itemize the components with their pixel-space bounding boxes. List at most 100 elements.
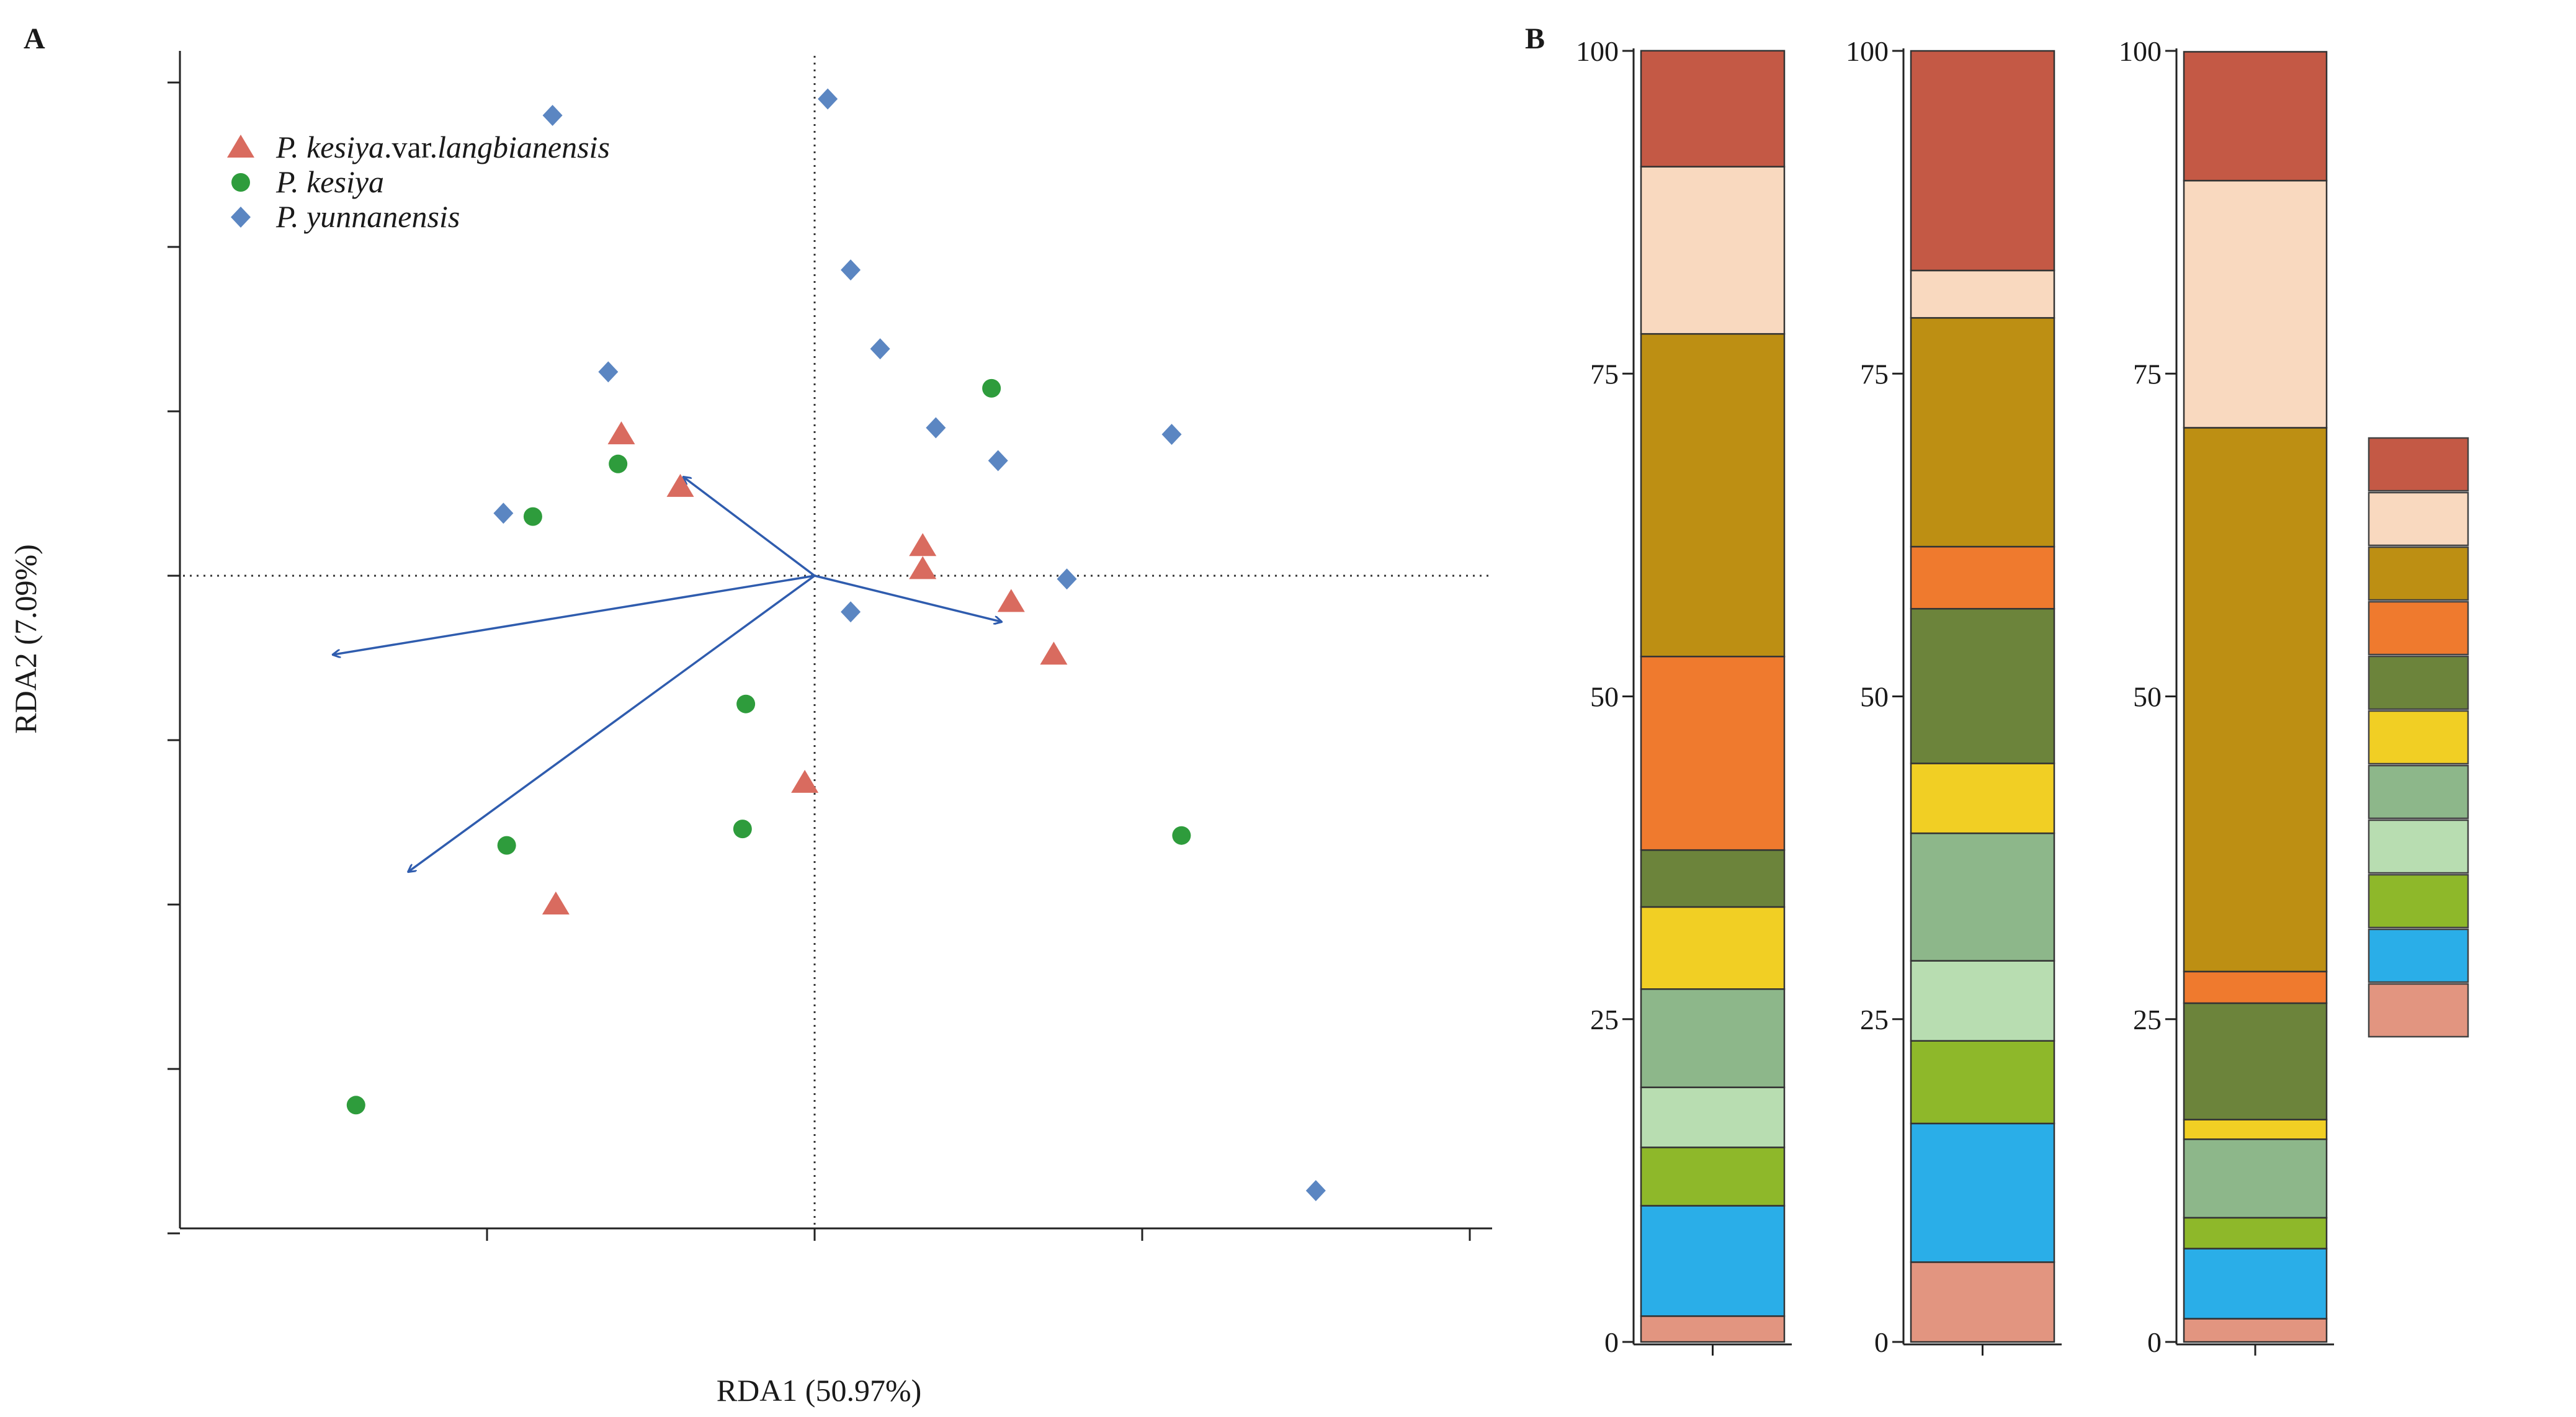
y-axis-title: RDA2 (7.09%) [8, 544, 43, 734]
x-axis-title: RDA1 (50.97%) [717, 1373, 922, 1408]
bar-segment [2183, 1002, 2328, 1120]
diamond-point [818, 88, 838, 110]
vector-arrow [333, 574, 815, 655]
circle-point [346, 1096, 365, 1115]
bar-segment [1640, 849, 1786, 908]
bar-segment [1640, 906, 1786, 990]
diamond-point [988, 450, 1008, 472]
bar-segment [1910, 317, 2055, 548]
bar-y-tick-label: 100 [1846, 35, 1889, 67]
bar-segment [2183, 1318, 2328, 1343]
triangle-point [909, 533, 937, 557]
bar-segment [2183, 1217, 2328, 1249]
circle-point [523, 507, 542, 526]
bar-y-tick-label: 0 [2147, 1326, 2162, 1358]
environment-vectors [333, 477, 1001, 872]
bar-panel-mass: 0 25 50 75 100 [2119, 35, 2334, 1358]
diamond-point [231, 207, 251, 228]
diamond-point [841, 601, 861, 623]
diamond-point [493, 503, 514, 524]
diamond-point [870, 338, 890, 360]
bar-segment [1640, 1147, 1786, 1207]
stacked-bar-panels: 0 25 50 75 100 0 25 50 75 100 0 25 50 75 100 [1576, 35, 2334, 1358]
bar-segment [1910, 832, 2055, 962]
bar-y-tick-label: 100 [1576, 35, 1619, 67]
bar-y-tick-label: 50 [1590, 681, 1619, 713]
legend-swatch [2368, 710, 2469, 765]
vector-arrow [684, 477, 816, 577]
legend-swatch [2368, 655, 2469, 710]
sample-points [346, 88, 1326, 1202]
legend-swatch [2368, 928, 2469, 983]
bar-segment [1640, 1315, 1786, 1343]
triangle-point [542, 892, 570, 914]
bar-segment [1910, 269, 2055, 319]
legend-label: P. yunnanensis [275, 199, 460, 234]
bar-segment [2183, 1138, 2328, 1219]
circle-point [736, 694, 756, 713]
variable-legend [2368, 437, 2469, 1038]
bar-segment [2183, 1119, 2328, 1140]
bar-segment [1910, 1040, 2055, 1125]
legend-swatch [2368, 764, 2469, 820]
legend-label: P. kesiya [275, 164, 384, 199]
bar-segment [1910, 960, 2055, 1042]
legend-swatch [2368, 819, 2469, 874]
legend-species-name: P. yunnanensis [275, 199, 460, 234]
legend-swatch [2368, 437, 2469, 492]
bar-y-tick-label: 75 [1590, 358, 1619, 390]
legend-variety-name: langbianensis [437, 130, 610, 164]
rda-biplot: A RDA1 (50.97%) RDA2 (7.09%) P. kesiya.v… [8, 22, 1492, 1408]
triangle-point [666, 473, 694, 497]
diamond-point [598, 361, 619, 383]
bar-segment [1640, 988, 1786, 1088]
bar-y-tick-label: 25 [1860, 1004, 1889, 1035]
legend-label: P. kesiya.var.langbianensis [275, 130, 610, 164]
circle-point [609, 454, 628, 473]
triangle-point [791, 769, 819, 793]
diamond-point [1161, 424, 1182, 445]
bar-segment [1640, 333, 1786, 658]
triangle-point [227, 135, 254, 158]
triangle-point [607, 421, 635, 445]
bar-y-tick-label: 75 [2133, 358, 2162, 390]
circle-point [497, 836, 516, 855]
x-ticks [486, 1228, 1471, 1241]
diamond-point [1057, 568, 1077, 590]
legend-species-name: P. kesiya [275, 164, 384, 199]
bar-y-tick-label: 100 [2119, 35, 2162, 67]
bar-segment [1910, 50, 2055, 272]
diamond-point [841, 259, 861, 281]
legend-swatch [2368, 546, 2469, 601]
triangle-point [909, 556, 937, 579]
bar-panel-length: 0 25 50 75 100 [1846, 35, 2062, 1358]
bar-segment [1910, 1122, 2055, 1263]
bar-y-tick-label: 25 [2133, 1004, 2162, 1035]
triangle-point [997, 589, 1025, 612]
bar-segment [1640, 50, 1786, 168]
panel-b-letter: B [1525, 22, 1545, 55]
vector-arrow [814, 574, 1001, 622]
bar-y-tick-label: 75 [1860, 358, 1889, 390]
circle-point [733, 820, 752, 839]
bar-y-tick-label: 0 [1604, 1326, 1619, 1358]
bar-y-tick-label: 25 [1590, 1004, 1619, 1035]
legend-variety-sep: .var. [384, 130, 437, 164]
bar-segment [2183, 970, 2328, 1004]
bar-segment [1640, 1205, 1786, 1317]
bar-y-tick-label: 50 [2133, 681, 2162, 713]
circle-point [1172, 826, 1191, 845]
bar-segment [2183, 179, 2328, 429]
bar-segment [1910, 1261, 2055, 1343]
bar-segment [1910, 762, 2055, 834]
relative-importance-bars: B 0 25 50 75 100 0 25 50 75 100 0 25 50 75 100 [1525, 22, 2469, 1358]
bar-y-tick-label: 50 [1860, 681, 1889, 713]
bar-segment [2183, 1248, 2328, 1320]
vector-arrow [408, 574, 816, 872]
bar-segment [1910, 607, 2055, 764]
circle-point [982, 378, 1001, 398]
panel-a-letter: A [24, 22, 45, 55]
y-ticks [168, 81, 180, 1235]
